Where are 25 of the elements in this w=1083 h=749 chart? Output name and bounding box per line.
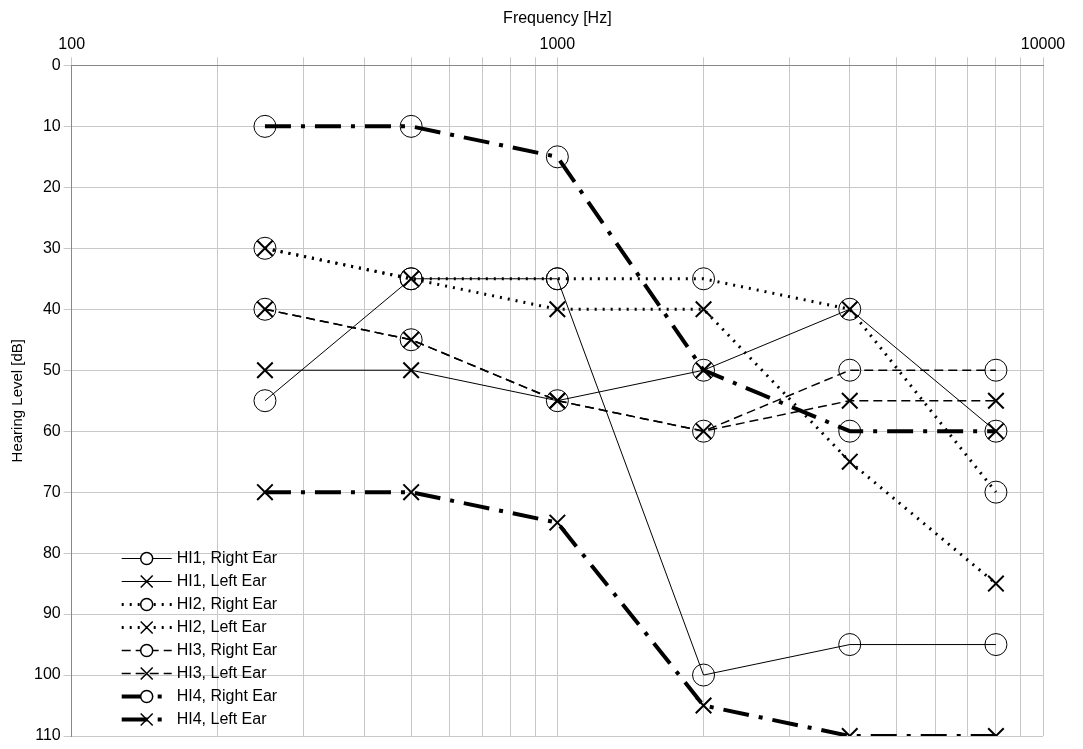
legend-label: HI4, Left Ear [176, 709, 268, 727]
y-tick-label: 100 [33, 665, 61, 683]
x-axis-title: Frequency [Hz] [503, 9, 612, 27]
legend-label: HI1, Right Ear [176, 548, 278, 566]
y-tick-label: 50 [42, 360, 61, 378]
legend-label: HI3, Left Ear [176, 663, 268, 681]
legend-label: HI3, Right Ear [176, 640, 278, 658]
y-tick-label: 40 [42, 299, 61, 317]
y-tick-label: 70 [42, 482, 61, 500]
legend-label: HI1, Left Ear [176, 571, 268, 589]
y-tick-label: 0 [51, 55, 61, 73]
y-tick-label: 80 [42, 543, 61, 561]
legend-label: HI2, Left Ear [176, 617, 268, 635]
y-tick-label: 20 [42, 177, 61, 195]
y-tick-label: 10 [42, 116, 61, 134]
y-tick-label: 110 [35, 726, 61, 744]
legend-label: HI4, Right Ear [176, 686, 278, 704]
y-tick-label: 60 [42, 421, 61, 439]
y-tick-label: 90 [42, 604, 61, 622]
x-tick-label: 100 [58, 35, 86, 53]
y-axis-title: Hearing Level [dB] [8, 339, 26, 463]
y-tick-label: 30 [42, 238, 61, 256]
x-tick-label: 10000 [1020, 35, 1066, 53]
legend-label: HI2, Right Ear [176, 594, 278, 612]
x-tick-label: 1000 [539, 35, 576, 53]
